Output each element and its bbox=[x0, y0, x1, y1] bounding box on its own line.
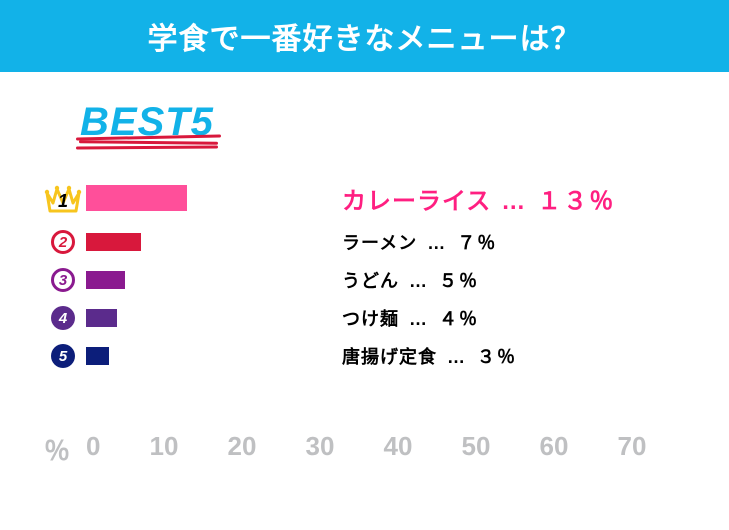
item-pct: ３％ bbox=[477, 343, 517, 369]
item-name: カレーライス bbox=[342, 181, 491, 216]
crown-icon: 1 bbox=[43, 181, 83, 215]
axis-tick: 0 bbox=[86, 431, 125, 462]
bar-label: 唐揚げ定食 … ３％ bbox=[326, 343, 689, 369]
axis-unit: ％ bbox=[40, 431, 86, 468]
dots: … bbox=[501, 188, 527, 216]
chart-row: 1 カレーライス … １３％ bbox=[40, 179, 689, 217]
bar-track bbox=[86, 227, 326, 257]
axis-tick: 50 bbox=[437, 431, 515, 462]
bar bbox=[86, 309, 117, 327]
bar-list: 1カレーライス…１３％2ラーメン…７％3うどん…５％4つけ麺…４％5唐揚げ定食…… bbox=[40, 179, 689, 371]
axis-tick: 10 bbox=[125, 431, 203, 462]
bar bbox=[86, 233, 141, 251]
item-name: うどん bbox=[342, 267, 399, 293]
item-pct: ５％ bbox=[439, 267, 479, 293]
chart-area: BEST5 1カレーライス…１３％2ラーメン…７％3うどん…５％4つけ麺…４％5… bbox=[0, 72, 729, 468]
item-pct: ４％ bbox=[439, 305, 479, 331]
bar bbox=[86, 185, 187, 211]
axis-tick: 70 bbox=[593, 431, 671, 462]
bar-label: うどん … ５％ bbox=[326, 267, 689, 293]
axis-tick: 20 bbox=[203, 431, 281, 462]
dots: … bbox=[409, 309, 429, 330]
best5-underline bbox=[76, 136, 218, 151]
dots: … bbox=[447, 347, 467, 368]
bar-label: ラーメン … ７％ bbox=[326, 229, 689, 255]
item-pct: １３％ bbox=[537, 181, 615, 216]
bar bbox=[86, 271, 125, 289]
bar-track bbox=[86, 179, 326, 217]
item-name: つけ麺 bbox=[342, 305, 399, 331]
item-pct: ７％ bbox=[457, 229, 497, 255]
dots: … bbox=[427, 233, 447, 254]
dots: … bbox=[409, 271, 429, 292]
item-name: ラーメン bbox=[342, 229, 417, 255]
page-title: 学食で一番好きなメニューは？ bbox=[0, 0, 729, 72]
rank-icon: 5 bbox=[40, 344, 86, 368]
bar-track bbox=[86, 341, 326, 371]
rank-icon: 2 bbox=[40, 230, 86, 254]
axis-tick: 40 bbox=[359, 431, 437, 462]
item-name: 唐揚げ定食 bbox=[342, 343, 437, 369]
x-axis: ％ 010203040506070 bbox=[40, 431, 689, 468]
bar-label: カレーライス … １３％ bbox=[326, 181, 689, 216]
chart-row: 3 うどん … ５％ bbox=[40, 265, 689, 295]
chart-row: 4 つけ麺 … ４％ bbox=[40, 303, 689, 333]
rank-icon: 1 bbox=[40, 181, 86, 215]
bar-label: つけ麺 … ４％ bbox=[326, 305, 689, 331]
chart-row: 5 唐揚げ定食 … ３％ bbox=[40, 341, 689, 371]
bar-track bbox=[86, 265, 326, 295]
best5-badge: BEST5 bbox=[80, 100, 214, 145]
bar bbox=[86, 347, 109, 365]
axis-tick: 60 bbox=[515, 431, 593, 462]
chart-row: 2 ラーメン … ７％ bbox=[40, 227, 689, 257]
bar-track bbox=[86, 303, 326, 333]
rank-icon: 4 bbox=[40, 306, 86, 330]
axis-ticks: 010203040506070 bbox=[86, 431, 671, 462]
axis-tick: 30 bbox=[281, 431, 359, 462]
rank-icon: 3 bbox=[40, 268, 86, 292]
